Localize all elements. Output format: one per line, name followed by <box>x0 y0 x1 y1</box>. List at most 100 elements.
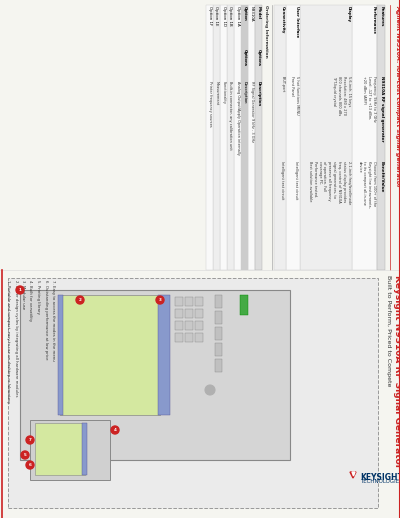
Text: Option 1B: Option 1B <box>228 6 232 25</box>
Bar <box>248 5 254 270</box>
Circle shape <box>16 286 24 294</box>
Bar <box>240 295 248 315</box>
Text: 3: 3 <box>158 298 162 302</box>
Text: Benefit/Value: Benefit/Value <box>380 161 384 192</box>
Text: N9310A: N9310A <box>250 6 254 22</box>
Bar <box>30 420 110 480</box>
Text: Agilent N9310A: low-cost compact signal generator: Agilent N9310A: low-cost compact signal … <box>395 5 400 187</box>
Circle shape <box>111 426 119 434</box>
Bar <box>175 297 183 306</box>
Text: Built to Perform, Priced to Compete: Built to Perform, Priced to Compete <box>386 275 391 386</box>
Text: Display: Display <box>347 6 351 22</box>
Text: Option 1D: Option 1D <box>222 6 226 26</box>
Text: 7: 7 <box>28 438 32 442</box>
Text: Connectivity: Connectivity <box>280 6 284 33</box>
Text: TECHNOLOGIES: TECHNOLOGIES <box>360 479 400 484</box>
Circle shape <box>156 296 164 304</box>
Text: IBUT-port: IBUT-port <box>280 76 284 92</box>
Text: 6. Outstanding performance at low price: 6. Outstanding performance at low price <box>44 280 48 359</box>
Bar <box>206 5 212 270</box>
Bar <box>220 5 226 270</box>
Bar <box>352 5 377 270</box>
Bar <box>82 423 87 475</box>
Bar <box>175 321 183 330</box>
Bar <box>195 333 203 342</box>
Text: 6: 6 <box>28 463 32 467</box>
Text: Option 1F: Option 1F <box>208 6 212 25</box>
Circle shape <box>26 461 34 469</box>
Text: 4: 4 <box>114 428 116 432</box>
Bar <box>8 278 378 508</box>
Text: Description: Description <box>256 81 260 106</box>
Bar <box>158 295 170 415</box>
Bar <box>185 333 193 342</box>
Bar <box>234 5 240 270</box>
Bar <box>35 423 85 475</box>
Text: N9310A RF signal generator: N9310A RF signal generator <box>380 76 384 141</box>
Circle shape <box>76 296 84 304</box>
Polygon shape <box>352 472 355 476</box>
Text: Printer frequency sources: Printer frequency sources <box>208 81 212 127</box>
Bar <box>58 295 63 415</box>
Text: Intelligent test circuit: Intelligent test circuit <box>280 161 284 199</box>
Text: User Interface: User Interface <box>294 6 298 37</box>
Bar <box>240 5 248 270</box>
Bar <box>185 297 193 306</box>
Bar <box>215 311 222 324</box>
Polygon shape <box>350 472 356 478</box>
Bar <box>175 333 183 342</box>
Text: Choose from 100+ of the
Keysight line instruments,
to its compact all-in-one
dev: Choose from 100+ of the Keysight line in… <box>357 161 376 208</box>
Circle shape <box>26 436 34 444</box>
Bar <box>195 321 203 330</box>
Bar <box>215 343 222 356</box>
Text: Option 1E: Option 1E <box>214 6 218 25</box>
Bar <box>300 5 352 270</box>
Text: 1: 1 <box>18 288 22 292</box>
Text: Analog Output/Apply Operation internally: Analog Output/Apply Operation internally <box>236 81 240 155</box>
Bar <box>20 290 290 460</box>
Text: Description: Description <box>242 81 246 104</box>
Text: Intelligent test circuit: Intelligent test circuit <box>294 161 298 199</box>
Bar <box>215 295 222 308</box>
Bar <box>195 309 203 318</box>
Text: 2: 2 <box>78 298 82 302</box>
Text: 5.6-inch, 15 keys
Resolution: 480 x 270
800 channels 800 dBs
TFT-liquid crystal: 5.6-inch, 15 keys Resolution: 480 x 270 … <box>332 76 351 115</box>
Bar <box>274 5 286 270</box>
Text: 3. Modular use: 3. Modular use <box>21 280 25 309</box>
Text: 4. Built for versatility: 4. Built for versatility <box>28 280 32 321</box>
Bar <box>377 5 385 270</box>
Bar <box>195 297 203 306</box>
Text: 1. Portable and compact, easy to use on desktop or laboratory: 1. Portable and compact, easy to use on … <box>6 280 10 403</box>
Bar <box>185 309 193 318</box>
Circle shape <box>21 451 29 459</box>
Text: Measurement: Measurement <box>214 81 218 105</box>
Text: 2. Lower design cycles by integrating all hardware modules: 2. Lower design cycles by integrating al… <box>14 280 18 396</box>
Text: Model: Model <box>256 6 260 19</box>
Text: Options: Options <box>242 49 246 66</box>
Text: Frequency: 9kHz to 3 GHz
Level: -127 to +13 dBm,
+20 dBm (AMP): Frequency: 9kHz to 3 GHz Level: -127 to … <box>362 76 376 122</box>
Bar <box>254 5 262 270</box>
Bar <box>185 321 193 330</box>
Bar <box>60 295 160 415</box>
Text: 5 hot functions MENU
Front Panel: 5 hot functions MENU Front Panel <box>290 76 298 114</box>
Text: 5. Printing library: 5. Printing library <box>36 280 40 314</box>
Text: Option: Option <box>242 6 246 21</box>
Text: Options: Options <box>256 49 260 66</box>
Bar <box>215 327 222 340</box>
Text: Keysight N9310A RF Signal Generator: Keysight N9310A RF Signal Generator <box>393 275 400 468</box>
Bar <box>212 5 220 270</box>
Text: 2.1-inch freq/level/mode
status display provides
freq, control of N9310A
signal : 2.1-inch freq/level/mode status display … <box>308 161 351 204</box>
Bar <box>175 309 183 318</box>
Text: 7. Easy to access the modes in the menu: 7. Easy to access the modes in the menu <box>51 280 55 361</box>
Text: Features: Features <box>380 6 384 26</box>
Text: Functionality: Functionality <box>222 81 226 104</box>
Text: Option 1A: Option 1A <box>236 6 240 25</box>
Text: Product Fact Sheet: Product Fact Sheet <box>398 275 400 321</box>
Bar <box>286 5 300 270</box>
Text: 5: 5 <box>24 453 26 457</box>
Bar <box>215 359 222 372</box>
Text: RF Signal Generator 9 kHz - 3 GHz: RF Signal Generator 9 kHz - 3 GHz <box>250 81 254 142</box>
Text: Performance: Performance <box>372 6 376 34</box>
Text: Ordering Information: Ordering Information <box>264 5 268 57</box>
Text: Built-in connector, any calibration unit: Built-in connector, any calibration unit <box>228 81 232 150</box>
